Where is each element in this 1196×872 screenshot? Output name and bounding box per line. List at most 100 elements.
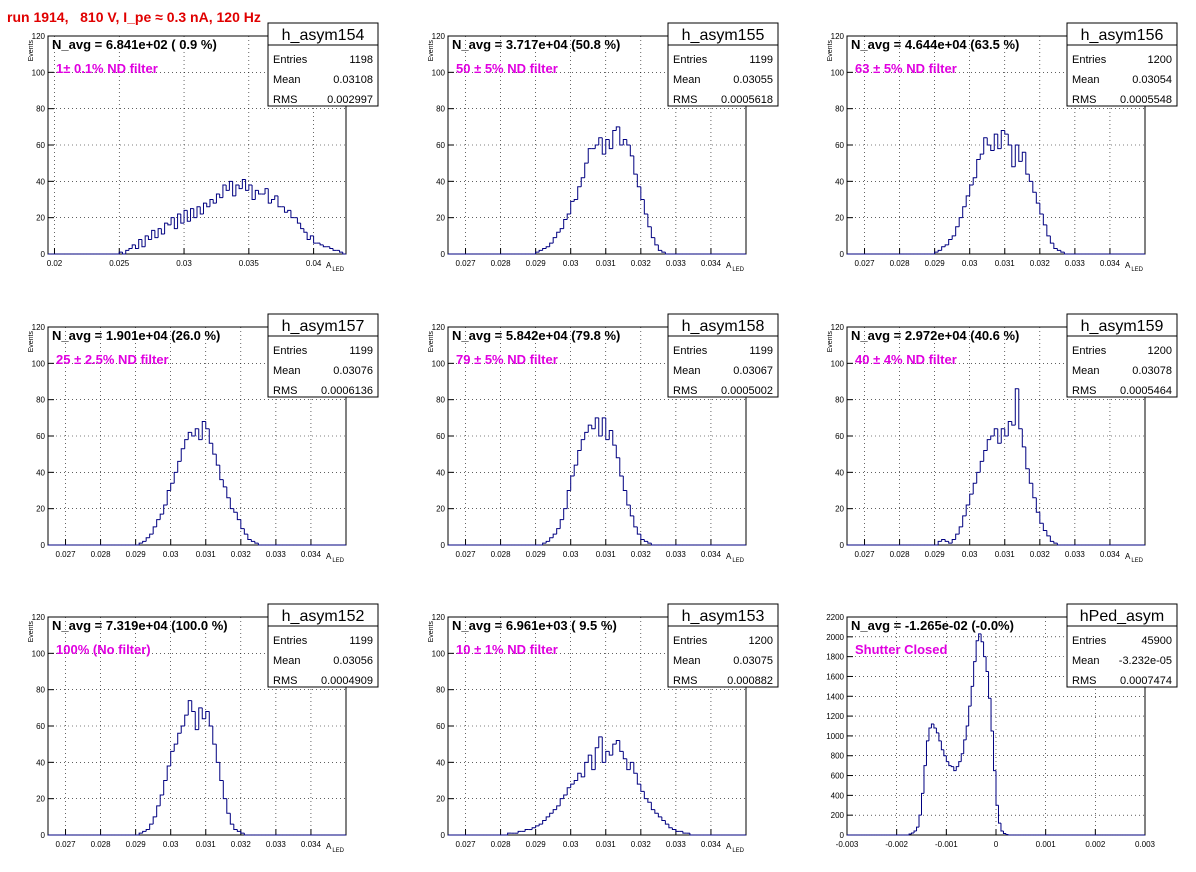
y-tick-label: 20 — [835, 214, 844, 223]
y-tick-label: 120 — [432, 323, 446, 332]
histogram-bin — [598, 417, 603, 437]
histogram-bin — [986, 137, 991, 146]
histogram-bin — [664, 252, 669, 255]
histogram-bin — [300, 223, 304, 230]
filter-label: 40 ± 4% ND filter — [855, 352, 957, 367]
x-tick-label: 0.029 — [925, 259, 946, 268]
histogram-bin — [507, 832, 512, 835]
histogram-bin — [236, 829, 241, 832]
stats-label: Entries — [273, 635, 308, 647]
histogram-bin — [1028, 468, 1033, 484]
x-tick-label: 0.028 — [890, 550, 911, 559]
histogram-bin — [157, 228, 162, 238]
histogram-bin — [552, 809, 557, 814]
histogram-bin — [1032, 181, 1037, 193]
histogram-bin — [995, 770, 999, 806]
histogram-panel-h_asym154: 0.02 0.025 0.03 0.035 0.04 0 20 40 60 80 100 120Eve… — [28, 22, 379, 273]
n-avg-label: N_avg = 2.972e+04 (40.6 %) — [851, 328, 1019, 343]
y-tick-label: 2200 — [826, 613, 844, 622]
histogram-bin — [622, 475, 627, 491]
stats-value: -3.232e-05 — [1119, 655, 1172, 667]
histogram-bin — [306, 232, 311, 240]
histogram-bin — [975, 640, 979, 662]
x-tick-label: 0.031 — [596, 259, 617, 268]
stats-value: 0.0007474 — [1120, 675, 1172, 687]
histogram-bins — [48, 700, 346, 836]
histogram-bin — [250, 539, 255, 542]
histogram-bin — [545, 816, 550, 821]
histogram-bins — [847, 388, 1145, 546]
n-avg-label: N_avg = 6.841e+02 ( 0.9 %) — [52, 37, 217, 52]
stats-box-frame — [1066, 603, 1178, 688]
y-tick-label: 1000 — [826, 732, 844, 741]
x-tick-label: 0.034 — [701, 259, 722, 268]
stats-value: 0.03076 — [333, 365, 373, 377]
histogram-bin — [990, 435, 995, 440]
y-tick-label: 120 — [831, 323, 845, 332]
histogram-bin — [629, 145, 634, 157]
stats-label: RMS — [673, 385, 697, 397]
histogram-bin — [215, 744, 220, 763]
histogram-bin — [944, 539, 949, 542]
x-tick-label: 0.025 — [109, 259, 130, 268]
histogram-bin — [979, 153, 984, 160]
x-tick-label: 0.032 — [631, 550, 652, 559]
y-tick-label: 100 — [32, 649, 46, 658]
x-tick-label: 0.028 — [890, 259, 911, 268]
n-avg-label: N_avg = 4.644e+04 (63.5 %) — [851, 37, 1019, 52]
stats-label: RMS — [273, 385, 297, 397]
histogram-bin — [542, 819, 547, 825]
y-tick-label: 120 — [32, 323, 46, 332]
x-tick-label: 0.002 — [1085, 840, 1106, 849]
histogram-bin — [626, 490, 631, 506]
histogram-bin — [605, 417, 610, 441]
histogram-bin — [187, 431, 192, 440]
histogram-bin — [940, 740, 944, 751]
histogram-bin — [147, 235, 152, 240]
histogram-bin — [1042, 214, 1047, 226]
histogram-bin — [925, 740, 929, 766]
histogram-bin — [988, 671, 992, 699]
histogram-bin — [643, 791, 648, 800]
histogram-bin — [122, 252, 126, 255]
x-axis-title: ALED — [1125, 261, 1144, 273]
x-tick-label: 0.028 — [91, 550, 112, 559]
histogram-bin — [983, 641, 987, 658]
histogram-bin — [608, 139, 613, 150]
histogram-bin — [156, 519, 161, 527]
stats-box-frame — [267, 603, 379, 688]
y-tick-label: 20 — [436, 505, 445, 514]
histogram-bin — [566, 490, 571, 509]
histogram-bin — [194, 428, 199, 436]
y-tick-label: 0 — [840, 541, 845, 550]
histogram-bin — [682, 831, 687, 834]
histogram-bin — [166, 765, 171, 781]
histogram-bin — [167, 223, 172, 226]
histogram-bin — [222, 479, 227, 488]
x-tick-label: 0.029 — [925, 550, 946, 559]
stats-label: Entries — [273, 345, 308, 357]
stats-label: RMS — [673, 675, 697, 687]
histogram-bin — [918, 814, 922, 828]
histogram-bin — [1028, 174, 1033, 182]
y-tick-label: 80 — [36, 686, 45, 695]
x-tick-label: 0.029 — [126, 840, 147, 849]
histogram-bin — [615, 740, 620, 745]
histogram-bin — [661, 816, 666, 821]
n-avg-label: N_avg = -1.265e-02 (-0.0%) — [851, 618, 1014, 633]
histogram-bin — [580, 177, 585, 187]
histogram-name: h_asym154 — [282, 27, 365, 44]
x-tick-label: 0.032 — [231, 840, 252, 849]
histogram-bins — [448, 736, 746, 836]
histogram-bin — [228, 180, 233, 191]
histogram-bin — [151, 229, 155, 240]
x-tick-label: 0.003 — [1135, 840, 1156, 849]
x-tick-label: -0.001 — [935, 840, 958, 849]
histogram-bin — [198, 707, 203, 730]
histogram-bin — [587, 148, 592, 164]
stats-box: h_asym155 Entries 1199 Mean 0.03055 RMS 0.0005… — [667, 22, 779, 107]
histogram-bin — [240, 519, 245, 530]
histogram-bin — [633, 155, 638, 175]
histogram-bin — [955, 766, 959, 771]
histogram-bin — [191, 700, 196, 712]
